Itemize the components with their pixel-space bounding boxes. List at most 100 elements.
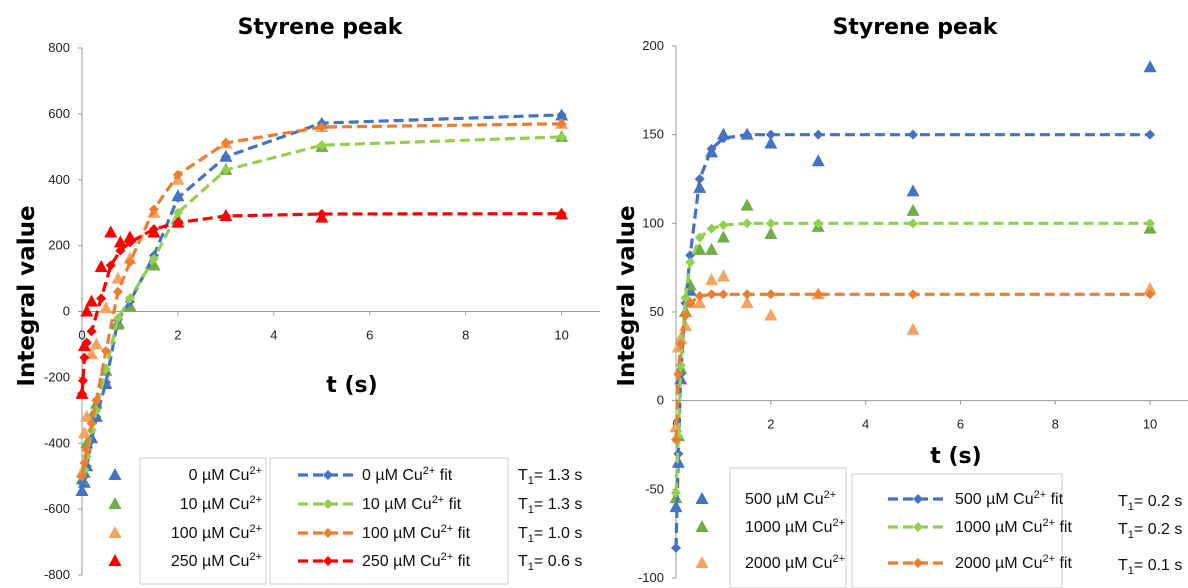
fit-point: [112, 286, 123, 297]
fit-point: [81, 337, 92, 348]
data-point: [906, 184, 920, 197]
fit-point: [765, 129, 776, 140]
data-point: [764, 136, 778, 149]
x-tick-label: 4: [270, 328, 277, 343]
y-tick-label: -50: [645, 481, 664, 496]
fit-point: [706, 223, 717, 234]
legend-marker: [695, 492, 709, 504]
fit-point: [316, 122, 327, 133]
fit-line: [674, 221, 1151, 493]
data-point: [764, 226, 778, 239]
legend-label: 10 µM Cu2+: [180, 494, 262, 513]
fit-point: [706, 289, 717, 300]
fit-point: [718, 133, 729, 144]
left-y-axis-label: Integral value: [14, 205, 40, 386]
legend-label: 100 µM Cu2+ fit: [362, 523, 471, 542]
legend-label: 1000 µM Cu2+ fit: [955, 517, 1072, 536]
legend-box: [139, 457, 267, 585]
legend-label: 500 µM Cu2+ fit: [955, 489, 1064, 508]
y-tick-label: 0: [63, 304, 70, 319]
fit-point: [79, 458, 90, 469]
series-1: [75, 129, 569, 485]
fit-point: [91, 395, 102, 406]
data-point: [693, 242, 707, 255]
data-point: [85, 294, 99, 307]
fit-point: [124, 293, 135, 304]
legend-marker: [108, 468, 122, 480]
fit-point: [765, 289, 776, 300]
series-2: [75, 116, 569, 478]
series-5: [671, 289, 1156, 445]
fit-point: [1145, 218, 1156, 229]
fit-point: [908, 129, 919, 140]
data-point: [77, 426, 91, 439]
fit-point: [908, 289, 919, 300]
fit-point: [694, 232, 705, 243]
legend-annotation: T1= 0.6 s: [518, 553, 582, 573]
fit-point: [671, 434, 681, 445]
fit-point: [148, 224, 159, 235]
fit-point: [124, 257, 135, 268]
x-tick-label: 2: [174, 328, 181, 343]
fit-point: [220, 210, 231, 221]
fit-point: [316, 209, 327, 220]
fit-point: [680, 310, 691, 321]
series-6: [77, 118, 567, 482]
y-tick-label: 200: [48, 238, 70, 253]
legend-marker: [913, 522, 923, 532]
fit-point: [813, 218, 824, 229]
series-4: [77, 109, 567, 488]
fit-point: [742, 129, 753, 140]
fit-point: [908, 218, 919, 229]
data-point: [693, 296, 707, 309]
fit-point: [86, 326, 97, 337]
fit-point: [316, 140, 327, 151]
y-tick-label: 200: [642, 38, 664, 53]
x-tick-label: 8: [462, 328, 469, 343]
fit-point: [706, 143, 717, 154]
legend-marker: [323, 499, 333, 509]
fit-point: [81, 444, 92, 455]
fit-point: [124, 237, 135, 248]
fit-point: [220, 137, 231, 148]
data-point: [906, 322, 920, 335]
x-tick-label: 10: [1143, 417, 1157, 432]
y-tick-label: 0: [657, 393, 664, 408]
legend-annotation: T1= 0.2 s: [1118, 493, 1182, 513]
legend-box: [851, 473, 1063, 588]
data-point: [906, 203, 920, 216]
fit-point: [86, 418, 97, 429]
fit-point: [556, 109, 567, 120]
data-point: [740, 198, 754, 211]
x-tick-label: 0: [78, 328, 85, 343]
fit-point: [765, 218, 776, 229]
legend-annotation: T1= 1.3 s: [518, 496, 582, 516]
left-chart: Styrene peak Integral value t (s) -800 -6…: [14, 15, 600, 585]
legend-label: 10 µM Cu2+ fit: [362, 494, 462, 513]
fit-point: [77, 388, 87, 399]
fit-point: [685, 298, 696, 309]
series-1: [669, 198, 1157, 504]
fit-point: [556, 208, 567, 219]
right-chart-title: Styrene peak: [833, 15, 999, 40]
fit-point: [694, 291, 705, 302]
fit-point: [77, 471, 87, 482]
data-point: [740, 296, 754, 309]
fit-line: [80, 212, 562, 394]
right-legend: 500 µM Cu2+ 1000 µM Cu2+ 2000 µM Cu2+ 500 µ…: [695, 467, 1182, 588]
right-y-axis-label: Integral value: [614, 205, 640, 386]
legend-label: 2000 µM Cu2+ fit: [955, 553, 1072, 572]
fit-point: [694, 174, 705, 184]
fit-point: [680, 292, 691, 303]
x-tick-label: 8: [1052, 417, 1059, 432]
fit-line: [80, 135, 562, 477]
fit-point: [742, 289, 753, 300]
left-legend: 0 µM Cu2+ 10 µM Cu2+ 100 µM Cu2+ 250 µM Cu2…: [108, 457, 582, 585]
x-tick-label: 4: [862, 417, 869, 432]
data-point: [705, 242, 719, 255]
fit-point: [172, 217, 183, 228]
y-tick-label: -100: [638, 570, 664, 585]
y-tick-label: 800: [48, 40, 70, 55]
series-0: [669, 60, 1157, 513]
fit-line: [674, 292, 1151, 440]
